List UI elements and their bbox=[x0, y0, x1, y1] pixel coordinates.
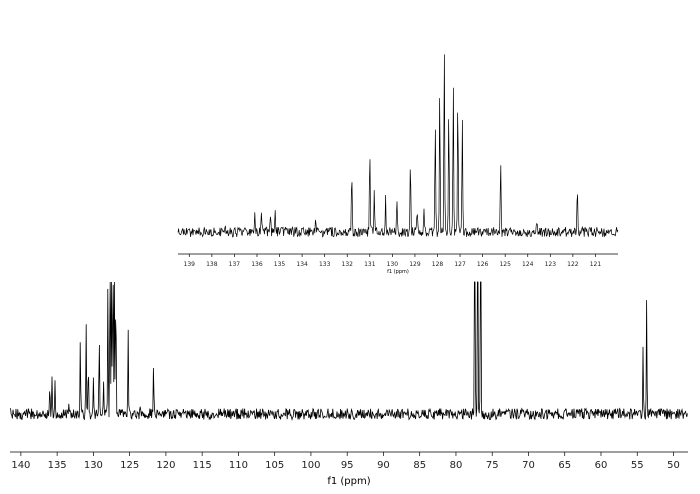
inset-x-axis-ticks: 139 138 137 136 135 134 133 132 131 130 129 128 127 1… bbox=[184, 254, 602, 268]
inset-tick-label: 129 bbox=[409, 261, 421, 268]
main-tick-label: 85 bbox=[413, 460, 426, 471]
main-spectrum-trace bbox=[9, 281, 688, 422]
inset-tick-label: 138 bbox=[206, 261, 218, 268]
inset-tick-label: 132 bbox=[342, 261, 354, 268]
main-tick-label: 95 bbox=[341, 460, 354, 471]
inset-tick-label: 130 bbox=[387, 261, 399, 268]
main-tick-label: 80 bbox=[450, 460, 463, 471]
inset-tick-label: 137 bbox=[229, 261, 241, 268]
inset-tick-label: 121 bbox=[590, 261, 602, 268]
inset-x-axis-label: f1 (ppm) bbox=[387, 269, 409, 275]
inset-tick-label: 126 bbox=[477, 261, 489, 268]
main-tick-label: 125 bbox=[120, 460, 139, 471]
inset-tick-label: 136 bbox=[251, 261, 263, 268]
main-tick-label: 140 bbox=[11, 460, 30, 471]
main-spectrum-plot: 140 135 130 125 120 115 110 105 100 95 90 85 80 75 70 6… bbox=[9, 281, 688, 487]
inset-tick-label: 122 bbox=[567, 261, 579, 268]
main-tick-label: 60 bbox=[595, 460, 608, 471]
main-tick-label: 55 bbox=[631, 460, 644, 471]
main-tick-label: 130 bbox=[84, 460, 103, 471]
inset-tick-label: 125 bbox=[499, 261, 511, 268]
main-tick-label: 65 bbox=[558, 460, 571, 471]
inset-tick-label: 124 bbox=[522, 261, 534, 268]
inset-tick-label: 123 bbox=[545, 261, 557, 268]
main-tick-label: 110 bbox=[229, 460, 248, 471]
inset-tick-label: 139 bbox=[184, 261, 196, 268]
main-tick-label: 70 bbox=[522, 460, 535, 471]
main-tick-label: 135 bbox=[48, 460, 67, 471]
inset-tick-label: 127 bbox=[454, 261, 466, 268]
inset-spectrum-trace bbox=[177, 54, 619, 238]
main-tick-label: 90 bbox=[377, 460, 390, 471]
main-tick-label: 115 bbox=[193, 460, 212, 471]
inset-tick-label: 128 bbox=[432, 261, 444, 268]
inset-tick-label: 135 bbox=[274, 261, 286, 268]
main-tick-label: 120 bbox=[156, 460, 175, 471]
inset-tick-label: 133 bbox=[319, 261, 331, 268]
main-tick-label: 75 bbox=[486, 460, 499, 471]
main-x-axis-ticks: 140 135 130 125 120 115 110 105 100 95 90 85 80 75 70 6… bbox=[11, 452, 680, 471]
main-tick-label: 100 bbox=[301, 460, 320, 471]
inset-tick-label: 131 bbox=[364, 261, 376, 268]
inset-spectrum-plot: 139 138 137 136 135 134 133 132 131 130 129 128 127 1… bbox=[177, 54, 619, 275]
main-x-axis-label: f1 (ppm) bbox=[327, 476, 370, 487]
main-tick-label: 50 bbox=[667, 460, 680, 471]
main-tick-label: 105 bbox=[265, 460, 284, 471]
inset-tick-label: 134 bbox=[296, 261, 308, 268]
